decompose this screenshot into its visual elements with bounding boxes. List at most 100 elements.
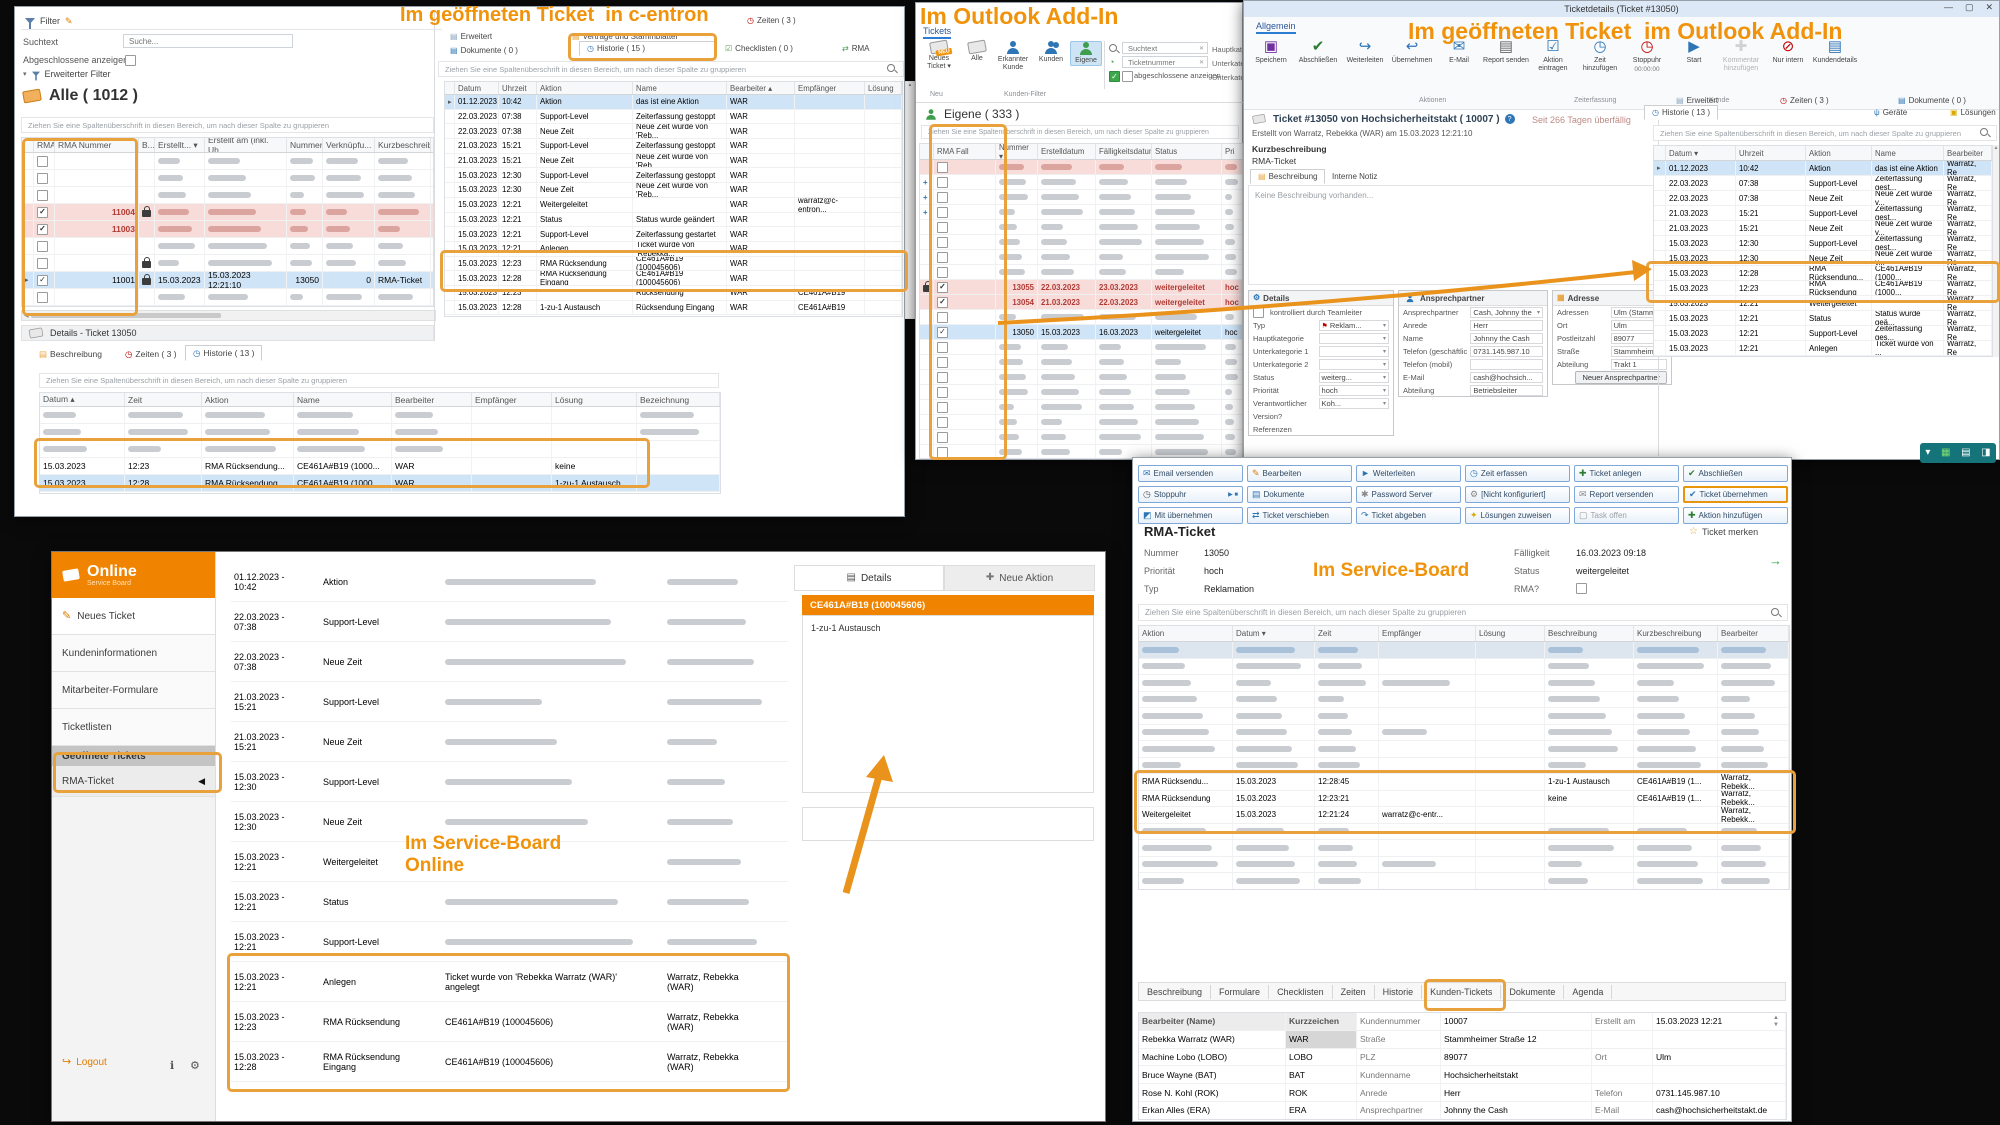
table-row[interactable]: 15.03.2023 12:21 Status Status wurde geä...…: [1654, 311, 1992, 326]
dropdown-icon[interactable]: ▾: [1382, 349, 1386, 355]
aktion-hinzufügen-button[interactable]: ✚ Aktion hinzufügen: [1683, 507, 1788, 524]
tab-beschreibung[interactable]: ▤ Beschreibung: [1250, 169, 1326, 184]
tab-interne-notiz[interactable]: Interne Notiz: [1332, 172, 1378, 181]
checkbox[interactable]: [937, 386, 948, 398]
checkbox[interactable]: [937, 251, 948, 263]
-nicht-konfiguriert--button[interactable]: ⚙ [Nicht konfiguriert]: [1465, 486, 1570, 503]
table-row[interactable]: 22.03.2023 07:38 Neue Zeit Neue Zeit wurde …: [1654, 191, 1992, 206]
dropdown-icon[interactable]: ▾: [1382, 401, 1386, 407]
abgeschlossene-checkbox[interactable]: [125, 55, 136, 66]
table-row[interactable]: [1139, 856, 1789, 873]
table-row[interactable]: [920, 415, 1242, 430]
expand-icon[interactable]: +: [923, 192, 928, 202]
info-icon[interactable]: ℹ: [170, 1060, 175, 1072]
password-server-button[interactable]: ✱ Password Server: [1356, 486, 1461, 503]
minimize-icon[interactable]: —: [1943, 2, 1953, 12]
checkbox[interactable]: [37, 240, 48, 252]
checkbox[interactable]: [937, 191, 948, 203]
table-row[interactable]: 15.03.2023 12:23 RMA Rücksendung CE461A#B19…: [1654, 281, 1992, 296]
field-value[interactable]: Johnny the Cash: [1470, 333, 1543, 344]
table-row[interactable]: [1139, 642, 1789, 659]
tab-vertraege[interactable]: ▤ Verträge und Stammblätter: [572, 31, 679, 41]
checkbox[interactable]: [937, 446, 948, 458]
bearbeiten-button[interactable]: ✎ Bearbeiten: [1247, 465, 1352, 482]
tab-historie[interactable]: Historie: [1375, 984, 1423, 999]
tab-historie-15[interactable]: ◷ Historie ( 15 ): [579, 41, 715, 56]
rtab-geraete[interactable]: ψ Geräte: [1874, 107, 1908, 117]
table-row[interactable]: Bearbeiter (Name) Kurzzeichen Kundennummer…: [1139, 1013, 1786, 1031]
rtab-zeiten[interactable]: ◷ Zeiten ( 3 ): [1780, 95, 1829, 105]
go-to-ticket-icon[interactable]: →: [1769, 553, 1782, 568]
report-versenden-button[interactable]: ✉ Report versenden: [1574, 486, 1679, 503]
checkbox[interactable]: [37, 189, 48, 201]
table-row[interactable]: [22, 153, 433, 170]
table-row[interactable]: 15.03.2023 12:28 RMA Rücksendung... CE461A#…: [40, 475, 720, 492]
table-row[interactable]: ▸ 01.12.2023 10:42 Aktion das ist eine Aktio…: [445, 95, 902, 110]
table-row[interactable]: Machine Lobo (LOBO) LOBO PLZ 89077 Ort Ulm: [1139, 1048, 1786, 1067]
field-value[interactable]: Cash, Johnny the ▾: [1470, 307, 1543, 318]
ribbon-tab-tickets[interactable]: Tickets: [923, 26, 952, 39]
clear-icon[interactable]: ✕: [1198, 45, 1204, 52]
table-row[interactable]: [1139, 840, 1789, 857]
table-row[interactable]: 15.03.2023 - 12:21 Anlegen Ticket wurde vo…: [231, 962, 788, 1002]
tab-checklisten[interactable]: ☑ Checklisten ( 0 ): [725, 43, 793, 53]
dropdown-icon[interactable]: ▾: [1382, 362, 1386, 368]
collapse-arrow-icon[interactable]: ◀: [198, 775, 205, 786]
new-contact-button[interactable]: Neuer Ansprechpartner: [1575, 371, 1667, 384]
table-row[interactable]: 22.03.2023 - 07:38 Neue Zeit: [231, 642, 788, 682]
table-row[interactable]: [1139, 823, 1789, 840]
checkbox[interactable]: [937, 221, 948, 233]
search-icon[interactable]: [1771, 607, 1781, 618]
table-row[interactable]: 1305522.03.202323.03.2023weitergeleiteth…: [920, 280, 1242, 295]
field-value[interactable]: 0731.145.987.10: [1470, 346, 1543, 357]
table-row[interactable]: [920, 250, 1242, 265]
table-row[interactable]: ▸ 01.12.2023 10:42 Aktion das ist eine Aktio…: [1654, 161, 1992, 176]
cust-button[interactable]: ▤ Kundendetails: [1812, 38, 1858, 64]
tab-historie[interactable]: ◷ Historie ( 13 ): [185, 345, 263, 361]
rtab-dokumente[interactable]: ▤ Dokumente ( 0 ): [1898, 95, 1966, 105]
maximize-icon[interactable]: ▢: [1964, 2, 1974, 12]
table-row[interactable]: [1139, 757, 1789, 774]
table-row[interactable]: 15.03.2023 12:21 Support-Level Zeiterfassun…: [445, 227, 902, 242]
table-row[interactable]: 15.03.2023 12:21 Support-Level Zeiterfassun…: [1654, 326, 1992, 341]
field-value[interactable]: hoch ▾: [1318, 385, 1389, 396]
tab-dokumente[interactable]: Dokumente: [1501, 984, 1565, 999]
checkbox[interactable]: [937, 341, 948, 353]
table-row[interactable]: Bruce Wayne (BAT) BAT Kundenname Hochsicher…: [1139, 1066, 1786, 1085]
neues-ticket-button[interactable]: NEU Neues Ticket ▾: [919, 39, 959, 70]
dropdown-icon[interactable]: ▾: [1536, 310, 1540, 316]
table-row[interactable]: Rebekka Warratz (WAR) WAR Straße Stammheime…: [1139, 1030, 1786, 1049]
comment-button[interactable]: ✚ Kommentar hinzufügen: [1722, 38, 1760, 73]
table-row[interactable]: RMA Rücksendung 15.03.2023 12:23:21 keine CE…: [1139, 790, 1789, 807]
field-value[interactable]: Trakt 1: [1610, 359, 1667, 370]
tab-dokumente[interactable]: ▤ Dokumente ( 0 ): [450, 45, 518, 55]
email-versenden-button[interactable]: ✉ Email versenden: [1138, 465, 1243, 482]
help-icon[interactable]: ?: [1504, 114, 1515, 124]
table-row[interactable]: [1139, 724, 1789, 741]
ticket-verschieben-button[interactable]: ⇄ Ticket verschieben: [1247, 507, 1352, 524]
table-row[interactable]: 1305015.03.202316.03.2023weitergeleiteth…: [920, 325, 1242, 340]
expand-icon[interactable]: +: [923, 207, 928, 217]
field-value[interactable]: ▾: [1318, 333, 1389, 344]
toolbar-icon[interactable]: ▾: [1925, 447, 1931, 458]
search-input[interactable]: [127, 35, 289, 47]
table-row[interactable]: +: [920, 190, 1242, 205]
sidebar-item-kundeninformationen[interactable]: Kundeninformationen: [52, 635, 215, 672]
zeit-erfassen-button[interactable]: ◷ Zeit erfassen: [1465, 465, 1570, 482]
table-row[interactable]: 15.03.2023 12:23 Rücksendung WAR CE461A#B19: [445, 285, 902, 301]
expand-icon[interactable]: +: [923, 177, 928, 187]
checkbox[interactable]: [37, 206, 48, 218]
table-row[interactable]: [920, 400, 1242, 415]
field-value[interactable]: weiterg... ▾: [1318, 372, 1389, 383]
table-row[interactable]: [1139, 873, 1789, 889]
search-icon[interactable]: [1980, 128, 1990, 138]
edit-filter-icon[interactable]: ✎: [65, 15, 73, 26]
table-row[interactable]: [920, 160, 1242, 175]
table-row[interactable]: [920, 445, 1242, 458]
checkbox[interactable]: [937, 266, 948, 278]
table-row[interactable]: 15.03.2023 - 12:28 RMA Rücksendung Eingan…: [231, 1042, 788, 1082]
table-row[interactable]: [920, 310, 1242, 325]
checkbox[interactable]: [937, 311, 948, 323]
alle-button[interactable]: Alle: [963, 39, 991, 63]
